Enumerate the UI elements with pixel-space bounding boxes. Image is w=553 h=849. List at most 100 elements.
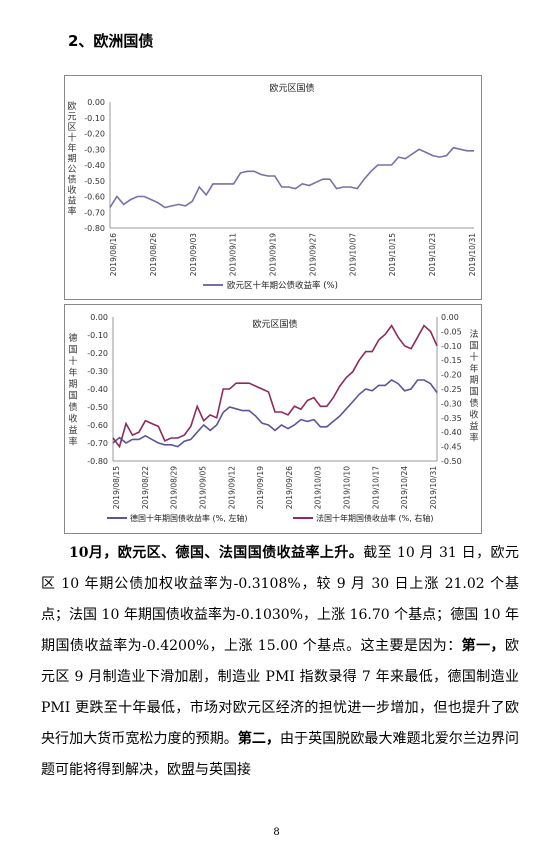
paragraph-point-2: 第二， (237, 731, 281, 747)
section-heading: 2、欧洲国债 (68, 32, 154, 50)
paragraph-text-2: 欧元区 9 月制造业下滑加剧，制造业 PMI 指数录得 7 年来最低，德国制造业… (41, 638, 520, 747)
y-left-axis-label-char: 债 (68, 401, 77, 413)
y-tick-label: -0.60 (84, 193, 105, 202)
y-right-axis-label-char: 年 (469, 363, 478, 375)
x-tick-label: 2019/09/19 (269, 233, 278, 276)
x-tick-label: 2019/09/26 (285, 466, 294, 509)
y-right-axis-label-char: 益 (469, 420, 478, 432)
chart-title: 欧元区国债 (252, 318, 297, 330)
y-right-tick-label: 0.00 (441, 313, 459, 322)
france-yield-line (112, 324, 438, 449)
y-right-axis-label-char: 法 (469, 328, 478, 340)
y-left-axis-label-char: 收 (68, 413, 77, 425)
y-left-tick-label: -0.40 (87, 385, 108, 394)
y-axis-label-char: 元 (67, 113, 76, 123)
x-tick-label: 2019/10/23 (428, 233, 437, 276)
y-right-tick-label: -0.05 (441, 327, 462, 336)
y-axis-label-char: 益 (67, 195, 76, 207)
legend-label-germany: 德国十年期国债收益率 (%, 左轴) (130, 513, 247, 523)
x-tick-label: 2019/09/05 (198, 466, 207, 509)
y-left-axis-label-char: 年 (68, 367, 77, 379)
germany-yield-line (112, 379, 438, 448)
y-left-axis-label-char: 期 (68, 379, 77, 390)
y-left-tick-label: -0.60 (87, 421, 108, 430)
x-tick-label: 2019/09/12 (227, 466, 236, 509)
y-left-tick-label: -0.30 (87, 367, 108, 376)
x-tick-label: 2019/08/22 (141, 466, 150, 509)
y-right-tick-label: -0.35 (441, 414, 462, 423)
legend-label: 欧元区十年期公债收益率 (%) (227, 280, 338, 291)
y-right-tick-label: -0.20 (441, 371, 462, 380)
x-tick-label: 2019/10/10 (343, 466, 352, 509)
page-number: 8 (273, 827, 280, 838)
eurozone-yield-chart: 欧元区国债 0.00 -0.10 -0.20 -0.30 -0.40 -0.50 -0.60 -… (64, 75, 482, 300)
y-right-tick-label: -0.40 (441, 428, 462, 437)
legend-label-france: 法国十年期国债收益率 (%, 右轴) (316, 513, 433, 523)
x-tick-label: 2019/10/03 (314, 466, 323, 509)
y-tick-label: -0.30 (84, 145, 105, 154)
y-tick-label: -0.50 (84, 177, 105, 186)
x-tick-label: 2019/10/07 (348, 233, 357, 276)
y-tick-label: -0.40 (84, 161, 105, 170)
y-right-tick-label: -0.25 (441, 385, 462, 394)
y-left-tick-label: 0.00 (90, 313, 108, 322)
paragraph-text-3: 由于英国脱欧最大难题北爱尔兰边界问题可能将得到解决，欧盟与英国接 (41, 731, 520, 778)
y-left-axis-label-char: 国 (68, 391, 77, 402)
x-tick-label: 2019/10/24 (400, 466, 409, 509)
y-right-tick-label: -0.10 (441, 342, 462, 351)
y-left-tick-label: -0.20 (87, 349, 108, 358)
y-left-axis-label-char: 德 (68, 332, 77, 344)
eurozone-yield-chart-svg: 欧元区国债 0.00 -0.10 -0.20 -0.30 -0.40 -0.50 -0.60 -… (67, 82, 477, 291)
y-right-tick-label: -0.30 (441, 399, 462, 408)
y-right-tick-label: -0.45 (441, 443, 462, 452)
y-axis-label-char: 年 (67, 142, 76, 154)
y-tick-label: -0.80 (84, 224, 105, 233)
x-tick-label: 2019/10/17 (371, 466, 380, 509)
x-tick-label: 2019/08/29 (170, 466, 179, 509)
x-tick-label: 2019/08/26 (149, 233, 158, 276)
x-tick-label: 2019/08/16 (109, 233, 118, 276)
y-left-axis-label-char: 十 (68, 355, 77, 367)
y-tick-label: 0.00 (87, 98, 105, 107)
x-tick-label: 2019/09/11 (229, 233, 238, 276)
y-left-axis-label-char: 率 (68, 436, 77, 448)
y-axis-label-char: 债 (67, 174, 76, 186)
y-right-axis-label-char: 率 (469, 432, 478, 444)
y-axis-label-char: 区 (67, 122, 76, 133)
x-tick-label: 2019/09/03 (189, 233, 198, 276)
chart-title: 欧元区国债 (269, 82, 314, 94)
y-axis-label-char: 率 (67, 205, 76, 217)
paragraph-text-1: 截至 10 月 31 日，欧元区 10 年期公债加权收益率为-0.3108%，较… (41, 545, 519, 654)
paragraph-point-1: 第一， (461, 638, 506, 654)
y-right-axis-label-char: 国 (469, 387, 478, 398)
y-right-tick-label: -0.50 (441, 457, 462, 466)
germany-france-yield-chart: 欧元区国债 0.00 -0.10 -0.20 -0.30 -0.40 -0.50 -0.60 -… (64, 304, 482, 534)
y-tick-label: -0.70 (84, 208, 105, 217)
y-right-axis-label-char: 收 (469, 409, 478, 421)
x-tick-label: 2019/10/31 (429, 466, 438, 509)
y-tick-label: -0.10 (84, 114, 105, 123)
y-right-tick-label: -0.15 (441, 356, 462, 365)
y-left-axis-label-char: 国 (68, 345, 77, 356)
y-right-axis-label-char: 十 (469, 351, 478, 363)
germany-france-yield-chart-svg: 欧元区国债 0.00 -0.10 -0.20 -0.30 -0.40 -0.50 -0.60 -… (68, 313, 478, 523)
y-left-axis-label-char: 益 (68, 424, 77, 436)
y-left-tick-label: -0.70 (87, 439, 108, 448)
x-tick-label: 2019/09/27 (308, 233, 317, 276)
y-axis-label-char: 公 (67, 164, 76, 175)
y-axis-label-char: 欧 (67, 100, 76, 112)
y-right-axis-label-char: 债 (469, 397, 478, 409)
paragraph-lead: 10月，欧元区、德国、法国国债收益率上升。 (69, 545, 364, 561)
x-tick-label: 2019/08/15 (112, 466, 121, 509)
y-tick-label: -0.20 (84, 130, 105, 139)
x-tick-label: 2019/10/31 (468, 233, 477, 276)
x-tick-label: 2019/10/15 (388, 233, 397, 276)
y-right-axis-label-char: 期 (469, 375, 478, 386)
x-tick-label: 2019/09/19 (256, 466, 265, 509)
y-axis-label-char: 期 (67, 154, 76, 165)
analysis-paragraph: 10月，欧元区、德国、法国国债收益率上升。截至 10 月 31 日，欧元区 10… (41, 538, 519, 786)
y-left-tick-label: -0.10 (87, 331, 108, 340)
y-right-axis-label-char: 国 (469, 341, 478, 352)
y-axis-label-char: 十 (67, 132, 76, 144)
y-axis-label-char: 收 (67, 184, 76, 196)
